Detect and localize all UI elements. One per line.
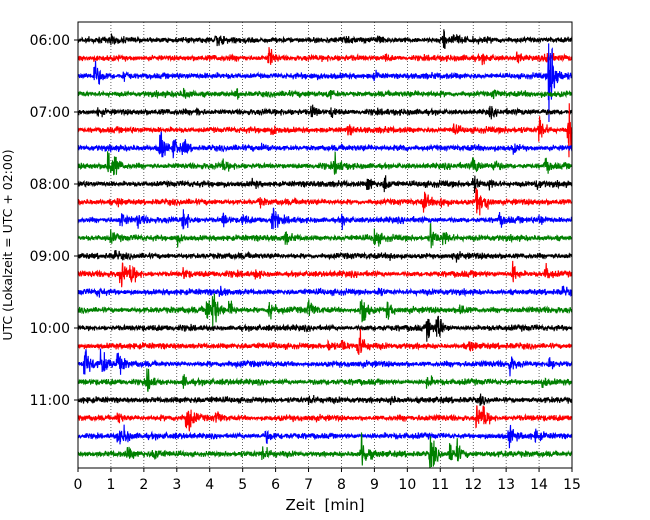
trace-11:00 <box>77 393 573 406</box>
x-tick-label: 7 <box>304 477 313 493</box>
y-tick-label: 08:00 <box>30 177 70 193</box>
trace-08:15 <box>77 187 573 216</box>
trace-07:00 <box>77 104 573 120</box>
plot-background <box>78 22 572 468</box>
y-tick-label: 11:00 <box>30 393 70 409</box>
trace-07:45 <box>77 151 573 176</box>
x-tick-label: 12 <box>464 477 482 493</box>
x-tick-label: 2 <box>139 477 148 493</box>
y-axis-label: UTC (Lokalzeit = UTC + 02:00) <box>0 149 15 340</box>
y-ticks: 06:00 07:00 08:00 09:00 10:00 11:00 <box>30 33 78 409</box>
x-tick-label: 10 <box>398 477 416 493</box>
trace-09:00 <box>77 249 573 263</box>
trace-08:30 <box>77 207 573 231</box>
x-tick-label: 3 <box>172 477 181 493</box>
x-tick-label: 0 <box>74 477 83 493</box>
trace-11:15 <box>77 405 573 432</box>
trace-11:45 <box>77 432 573 468</box>
x-tick-label: 1 <box>106 477 115 493</box>
trace-06:30 <box>77 43 573 123</box>
y-tick-label: 09:00 <box>30 249 70 265</box>
trace-09:15 <box>77 260 573 288</box>
x-tick-label: 13 <box>497 477 515 493</box>
trace-10:00 <box>77 315 573 342</box>
trace-10:45 <box>77 368 573 392</box>
trace-08:00 <box>77 175 573 193</box>
x-tick-label: 6 <box>271 477 280 493</box>
trace-06:00 <box>77 29 573 50</box>
x-tick-label: 11 <box>431 477 449 493</box>
x-tick-label: 15 <box>563 477 581 493</box>
y-tick-label: 07:00 <box>30 105 70 121</box>
trace-10:30 <box>77 348 573 377</box>
plot-frame <box>77 21 573 469</box>
y-tick-label: 06:00 <box>30 33 70 49</box>
x-tick-label: 14 <box>530 477 548 493</box>
x-tick-label: 4 <box>205 477 214 493</box>
x-tick-label: 9 <box>370 477 379 493</box>
trace-09:45 <box>77 293 573 330</box>
trace-07:30 <box>77 131 573 159</box>
x-tick-label: 5 <box>238 477 247 493</box>
trace-06:15 <box>77 47 573 66</box>
trace-07:15 <box>77 103 573 158</box>
y-tick-label: 10:00 <box>30 321 70 337</box>
trace-06:45 <box>77 87 573 100</box>
trace-11:30 <box>77 424 573 449</box>
x-ticks: 0 1 2 3 4 5 6 7 8 9 10 11 12 13 14 15 <box>74 468 581 493</box>
x-tick-label: 8 <box>337 477 346 493</box>
trace-09:30 <box>77 285 573 298</box>
trace-10:15 <box>77 328 573 355</box>
trace-08:45 <box>77 223 573 249</box>
x-axis-label: Zeit [min] <box>285 496 364 514</box>
trace-layer <box>77 29 573 468</box>
